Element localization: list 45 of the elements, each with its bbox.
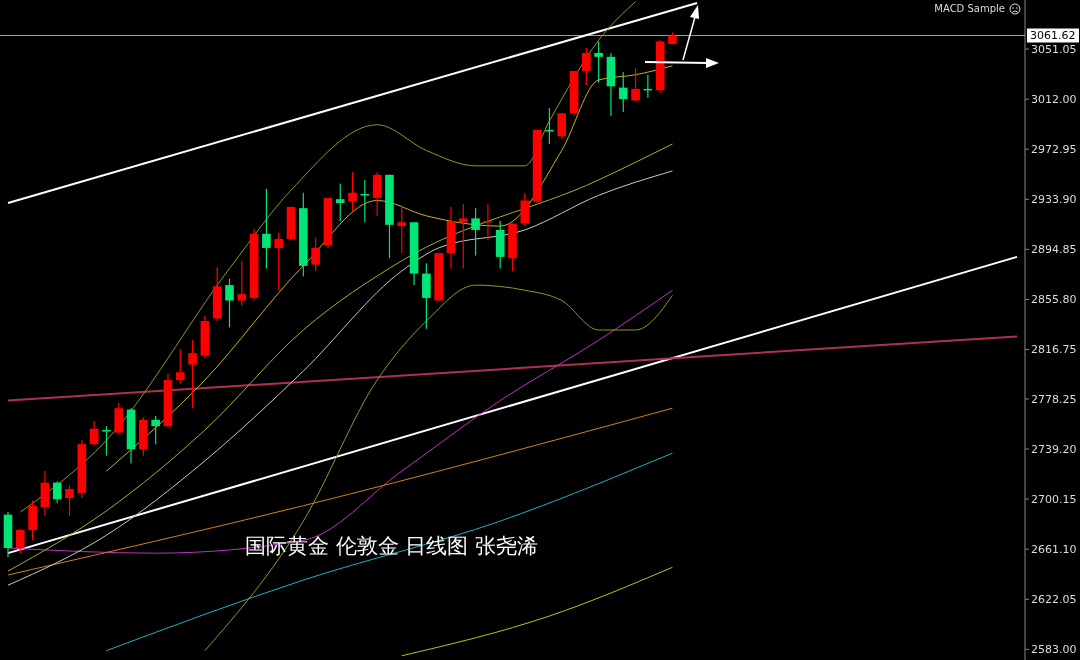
line-series — [105, 452, 673, 652]
line-series — [105, 65, 673, 472]
y-tick-label: 2778.25 — [1031, 392, 1077, 406]
candlestick — [65, 484, 74, 517]
candlestick — [188, 339, 197, 409]
candlestick — [52, 480, 62, 504]
candlestick — [335, 183, 345, 222]
candlestick — [471, 207, 480, 257]
candlestick — [458, 203, 468, 270]
candlestick — [360, 179, 370, 223]
candlestick — [520, 192, 530, 227]
candlestick — [262, 188, 271, 270]
candlestick — [175, 348, 185, 385]
y-tick-label: 2972.95 — [1031, 143, 1077, 157]
candlestick — [16, 528, 25, 554]
line-series — [204, 284, 673, 652]
y-tick-label: 2622.05 — [1031, 593, 1077, 607]
y-tick-label: 3012.00 — [1031, 92, 1077, 106]
candlestick — [311, 237, 320, 272]
y-tick-label: 2583.00 — [1031, 643, 1077, 657]
candlestick — [151, 415, 160, 445]
y-tick-label: 2661.10 — [1031, 543, 1077, 557]
candlestick — [102, 425, 111, 457]
candlestick — [274, 231, 284, 291]
y-tick-label: 2700.15 — [1031, 492, 1077, 506]
candlestick — [557, 112, 567, 140]
candlestick — [237, 260, 247, 307]
line-series — [19, 1, 637, 513]
candlestick — [618, 71, 628, 113]
candlestick — [372, 171, 382, 217]
y-tick-label: 2933.90 — [1031, 193, 1077, 207]
candlestick — [582, 47, 591, 86]
y-tick-label: 2894.85 — [1031, 243, 1077, 257]
candlestick — [397, 204, 407, 254]
y-tick-label: 2855.80 — [1031, 293, 1077, 307]
ref-line-label: 3061.62 — [1030, 29, 1076, 43]
candlestick — [631, 67, 640, 103]
y-tick-label: 3051.05 — [1031, 42, 1077, 56]
candlestick — [225, 278, 234, 329]
candlestick — [348, 171, 357, 213]
candlestick — [89, 420, 99, 447]
y-tick-label: 2739.20 — [1031, 442, 1077, 456]
annotation: MACD Sample — [934, 3, 1005, 14]
candlestick — [594, 40, 603, 84]
y-tick-label: 2816.75 — [1031, 343, 1077, 357]
